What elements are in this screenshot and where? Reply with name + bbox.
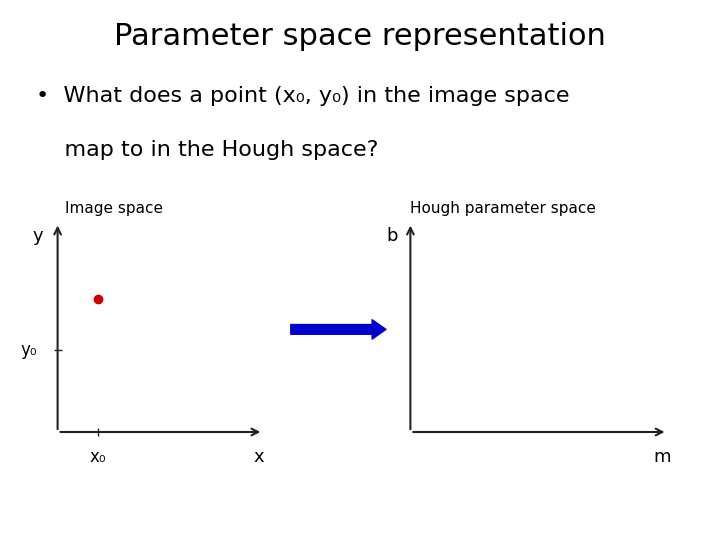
Text: x₀: x₀ (89, 448, 107, 467)
Text: Hough parameter space: Hough parameter space (410, 201, 596, 216)
Text: m: m (654, 448, 671, 467)
Text: y: y (33, 227, 43, 245)
Text: Parameter space representation: Parameter space representation (114, 22, 606, 51)
Text: x: x (254, 448, 264, 467)
Text: y₀: y₀ (21, 341, 37, 359)
Text: map to in the Hough space?: map to in the Hough space? (36, 140, 379, 160)
Text: Image space: Image space (65, 201, 163, 216)
Text: b: b (387, 227, 397, 245)
Text: •  What does a point (x₀, y₀) in the image space: • What does a point (x₀, y₀) in the imag… (36, 86, 570, 106)
